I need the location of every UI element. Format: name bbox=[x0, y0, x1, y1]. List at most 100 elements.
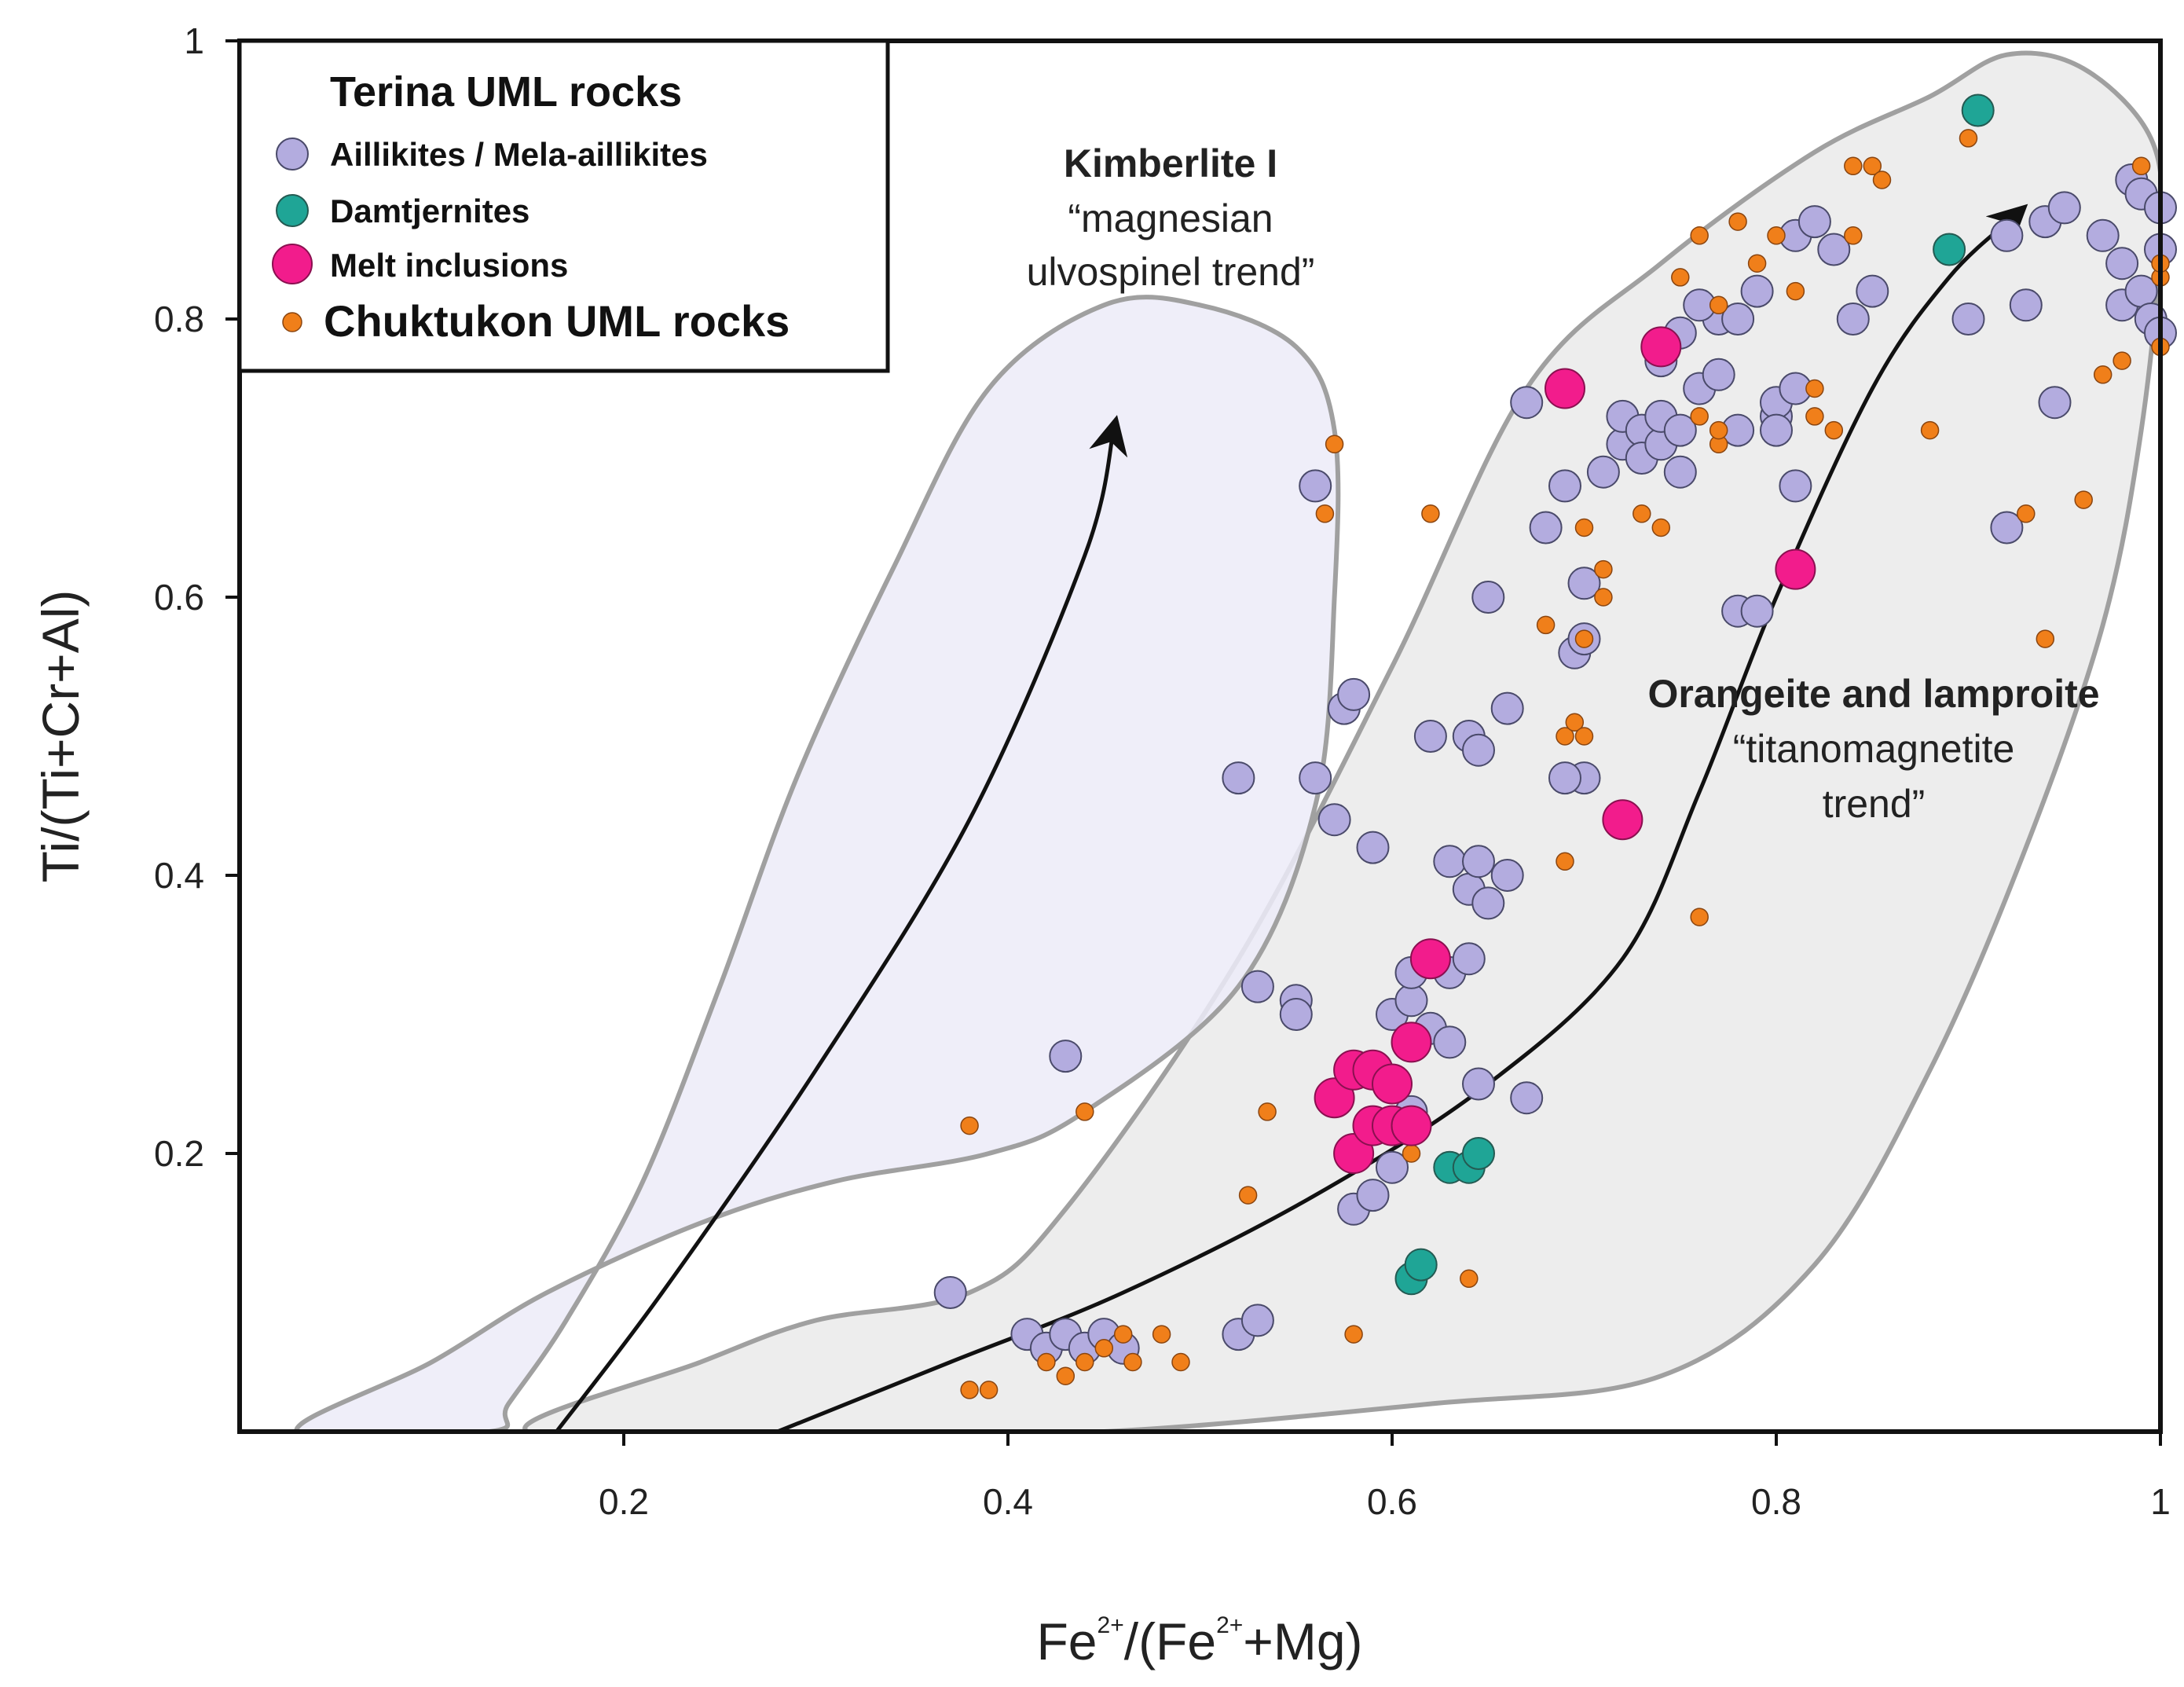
legend-label-melt-inclusions: Melt inclusions bbox=[330, 247, 568, 284]
aillikites-point-96 bbox=[2009, 288, 2043, 322]
chuktukon-point-16 bbox=[1344, 1325, 1363, 1344]
chuktukon-point-38 bbox=[1805, 379, 1824, 398]
y-tick-label-1: 0.4 bbox=[154, 855, 204, 896]
y-tick-label-0: 0.2 bbox=[154, 1133, 204, 1174]
legend-marker-chuktukon bbox=[282, 312, 302, 332]
fields-layer bbox=[294, 50, 2160, 1432]
aillikites-point-39 bbox=[1413, 720, 1447, 753]
aillikites-point-86 bbox=[2086, 218, 2120, 252]
chuktukon-point-20 bbox=[1556, 852, 1574, 871]
legend-label-chuktukon: Chuktukon UML rocks bbox=[324, 296, 790, 346]
orangeite-sublabel-1: “titanomagnetite bbox=[1733, 727, 2015, 771]
chuktukon-point-30 bbox=[1651, 518, 1671, 537]
x-axis-title-sup-2: 2+ bbox=[1216, 1612, 1243, 1638]
aillikites-point-7 bbox=[1049, 1040, 1083, 1073]
aillikites-point-49 bbox=[1567, 567, 1601, 600]
y-tick-label-4: 1 bbox=[184, 20, 204, 61]
aillikites-point-51 bbox=[1548, 761, 1581, 795]
x-axis-title-part-3: +Mg) bbox=[1243, 1612, 1362, 1670]
orangeite-sublabel-2: trend” bbox=[1823, 782, 1926, 826]
aillikites-point-29 bbox=[1376, 1150, 1409, 1184]
legend-title: Terina UML rocks bbox=[330, 68, 682, 116]
aillikites-point-79 bbox=[1817, 233, 1851, 266]
x-axis-title-part-1: Fe bbox=[1036, 1612, 1097, 1670]
legend-marker-aillikites bbox=[276, 138, 309, 171]
legend-box bbox=[237, 39, 890, 373]
chuktukon-point-35 bbox=[1747, 254, 1767, 273]
kimberlite-label: Kimberlite I bbox=[1064, 141, 1277, 185]
x-axis-title: Fe2+/(Fe2++Mg) bbox=[1036, 1612, 1362, 1670]
chuktukon-point-0 bbox=[960, 1381, 979, 1399]
aillikites-point-41 bbox=[1462, 733, 1495, 767]
aillikites-point-85 bbox=[2047, 191, 2081, 225]
chuktukon-point-26 bbox=[1594, 588, 1613, 607]
chuktukon-point-28 bbox=[1536, 615, 1556, 635]
ticks-layer: 0.2 0.4 0.6 0.8 1 0.2 0.4 0.6 0.8 1 bbox=[154, 20, 2171, 1522]
chuktukon-point-50 bbox=[1959, 129, 1978, 148]
chuktukon-point-45 bbox=[1690, 407, 1709, 426]
aillikites-point-74 bbox=[1779, 469, 1812, 503]
aillikites-point-80 bbox=[1836, 303, 1870, 336]
chuktukon-point-48 bbox=[1690, 908, 1709, 926]
chuktukon-point-39 bbox=[1805, 407, 1824, 426]
aillikites-point-69 bbox=[1740, 274, 1774, 308]
y-tick-label-3: 0.8 bbox=[154, 299, 204, 339]
x-tick-label-1: 0.4 bbox=[983, 1481, 1033, 1522]
chuktukon-point-27 bbox=[1594, 559, 1613, 579]
chuktukon-point-8 bbox=[1152, 1325, 1171, 1344]
damtjernites-point-5 bbox=[1933, 233, 1966, 266]
legend-label-aillikites: Aillikites / Mela-aillikites bbox=[330, 136, 708, 173]
chuktukon-point-7 bbox=[1123, 1352, 1142, 1372]
plot-frame bbox=[237, 39, 2163, 1434]
chuktukon-point-40 bbox=[1824, 420, 1844, 440]
aillikites-point-81 bbox=[1856, 274, 1889, 308]
aillikites-point-18 bbox=[1299, 469, 1332, 503]
melt_inclusions-point-7 bbox=[1391, 1105, 1432, 1146]
aillikites-point-42 bbox=[1471, 581, 1505, 614]
chuktukon-point-44 bbox=[1844, 226, 1863, 245]
trend-arrows-layer bbox=[555, 204, 2028, 1434]
aillikites-point-10 bbox=[1222, 761, 1255, 795]
melt_inclusions-point-9 bbox=[1409, 938, 1451, 980]
points-layer bbox=[933, 94, 2177, 1399]
chuktukon-point-1 bbox=[979, 1381, 999, 1399]
aillikites-point-34 bbox=[1462, 845, 1495, 878]
chuktukon-point-53 bbox=[2074, 490, 2093, 509]
chuktukon-point-25 bbox=[1574, 518, 1594, 537]
orangeite-trend-arrow bbox=[776, 204, 2028, 1434]
chuktukon-point-22 bbox=[1565, 713, 1585, 732]
aillikites-point-14 bbox=[1299, 761, 1332, 795]
chuktukon-point-23 bbox=[1574, 727, 1594, 746]
aillikites-point-68 bbox=[1721, 303, 1755, 336]
y-tick-label-2: 0.6 bbox=[154, 577, 204, 618]
aillikites-point-15 bbox=[1317, 803, 1351, 837]
chuktukon-point-47 bbox=[1709, 420, 1728, 440]
chuktukon-point-6 bbox=[1113, 1325, 1133, 1344]
aillikites-point-99 bbox=[1510, 1081, 1544, 1115]
chuktukon-point-41 bbox=[1844, 156, 1863, 176]
legend-marker-damtjernites bbox=[276, 194, 309, 227]
orangeite-label: Orangeite and lamproite bbox=[1647, 672, 2099, 716]
aillikites-point-0 bbox=[933, 1276, 967, 1309]
chuktukon-point-4 bbox=[1076, 1352, 1094, 1372]
x-tick-label-4: 1 bbox=[2150, 1481, 2171, 1522]
legend: Terina UML rocks Aillikites / Mela-ailli… bbox=[237, 39, 890, 373]
chuktukon-point-12 bbox=[1238, 1186, 1258, 1205]
chuktukon-point-54 bbox=[2093, 365, 2113, 384]
chuktukon-point-13 bbox=[1258, 1102, 1277, 1121]
aillikites-point-36 bbox=[1490, 859, 1524, 892]
chuktukon-point-34 bbox=[1728, 212, 1747, 231]
x-axis-title-sup-1: 2+ bbox=[1097, 1612, 1124, 1638]
x-tick-label-0: 0.2 bbox=[599, 1481, 649, 1522]
chuktukon-point-42 bbox=[1863, 156, 1882, 176]
chuktukon-point-43 bbox=[1872, 171, 1892, 189]
chuktukon-point-2 bbox=[1037, 1352, 1056, 1372]
chuktukon-point-14 bbox=[1325, 435, 1344, 454]
aillikites-point-64 bbox=[1702, 358, 1735, 391]
chuktukon-point-32 bbox=[1690, 226, 1709, 245]
damtjernites-point-6 bbox=[1961, 94, 1995, 127]
chuktukon-point-51 bbox=[2017, 504, 2036, 523]
melt_inclusions-point-8 bbox=[1391, 1021, 1432, 1063]
aillikites-point-60 bbox=[1663, 413, 1697, 447]
